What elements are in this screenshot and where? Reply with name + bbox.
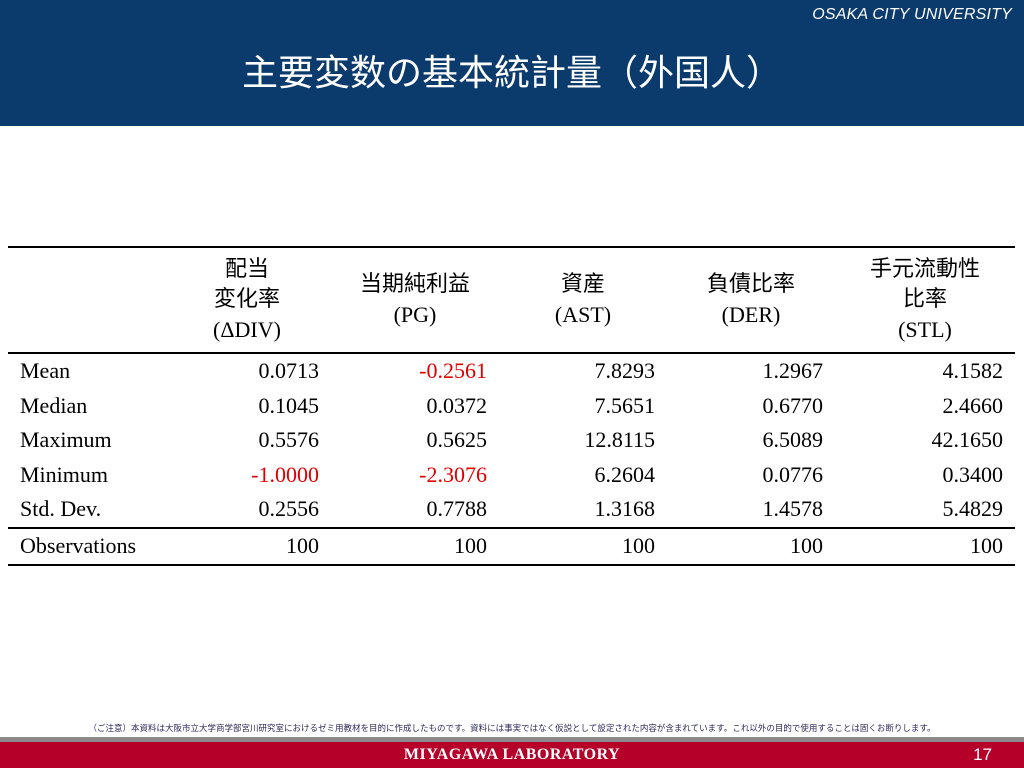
row-label: Std. Dev. xyxy=(20,496,102,522)
table-cell: 0.3400 xyxy=(942,461,1004,487)
column-header-jp: 配当 xyxy=(224,257,269,282)
column-header-jp: 手元流動性 xyxy=(869,257,980,282)
table-cell: 42.1650 xyxy=(931,427,1004,453)
slide-title: 主要変数の基本統計量（外国人） xyxy=(241,53,782,94)
page-number: 17 xyxy=(973,745,992,764)
table-row: Median 0.1045 0.0372 7.5651 0.6770 2.4660 xyxy=(8,389,1015,424)
row-label: Minimum xyxy=(20,461,109,487)
column-header-en: (DER) xyxy=(721,302,781,327)
table-cell: 100 xyxy=(835,526,1015,566)
column-header-jp: 負債比率 xyxy=(706,272,795,297)
column-header-en: (AST) xyxy=(554,302,612,327)
table-cell: 7.8293 xyxy=(594,358,656,383)
column-header-en: (ΔDIV) xyxy=(213,317,281,342)
table-cell: 0.5625 xyxy=(426,427,488,453)
table-cell: 7.5651 xyxy=(594,392,656,418)
statistics-table: 配当 変化率 (ΔDIV) 当期純利益 (PG) 資産 (AST) 負債比率 (… xyxy=(8,246,1015,566)
table-cell: 0.6770 xyxy=(762,392,824,418)
table-cell: 1.4578 xyxy=(762,496,824,522)
table-row: Std. Dev. 0.2556 0.7788 1.3168 1.4578 5.4829 xyxy=(8,492,1015,528)
table-cell: 6.5089 xyxy=(762,427,824,453)
column-header-jp: 資産 xyxy=(560,272,605,297)
column-header-jp-2: 変化率 xyxy=(213,287,280,312)
table-cell: 0.5576 xyxy=(258,427,320,453)
slide-footer: MIYAGAWA LABORATORY 17 xyxy=(0,742,1024,768)
table-cell: 0.1045 xyxy=(258,392,320,418)
table-cell: 100 xyxy=(667,526,835,566)
row-label: Mean xyxy=(20,358,71,383)
university-name: OSAKA CITY UNIVERSITY xyxy=(812,6,1012,23)
table-cell: 0.0713 xyxy=(258,358,320,383)
table-cell: -2.3076 xyxy=(419,461,487,487)
table-cell: -1.0000 xyxy=(251,461,319,487)
disclaimer-notice: （ご注意）本資料は大阪市立大学商学部宮川研究室におけるゼミ用教材を目的に作成した… xyxy=(88,724,936,734)
column-header-ast: 資産 (AST) xyxy=(499,246,667,354)
table-cell: 100 xyxy=(331,526,499,566)
table-cell: 12.8115 xyxy=(584,427,655,453)
table-cell: 100 xyxy=(499,526,667,566)
table-row: Minimum -1.0000 -2.3076 6.2604 0.0776 0.3400 xyxy=(8,458,1015,493)
slide-header: OSAKA CITY UNIVERSITY 主要変数の基本統計量（外国人） xyxy=(0,0,1024,126)
table-cell: 6.2604 xyxy=(594,461,656,487)
laboratory-name: MIYAGAWA LABORATORY xyxy=(403,746,621,763)
table-cell: 2.4660 xyxy=(942,392,1004,418)
table-cell: 4.1582 xyxy=(942,358,1004,383)
row-label: Median xyxy=(20,392,88,418)
row-label: Observations xyxy=(8,526,163,566)
table-cell: 0.0776 xyxy=(762,461,824,487)
column-header-en: (STL) xyxy=(898,317,952,342)
column-header-div: 配当 変化率 (ΔDIV) xyxy=(163,246,331,354)
table-cell: 1.3168 xyxy=(594,496,656,522)
column-header-jp: 当期純利益 xyxy=(359,272,470,297)
column-header-jp-2: 比率 xyxy=(902,287,947,312)
table-cell: 1.2967 xyxy=(762,358,824,383)
table-cell: 100 xyxy=(163,526,331,566)
table-row: Maximum 0.5576 0.5625 12.8115 6.5089 42.1650 xyxy=(8,423,1015,458)
table-row: Mean 0.0713 -0.2561 7.8293 1.2967 4.1582 xyxy=(8,353,1015,389)
table-header-row: 配当 変化率 (ΔDIV) 当期純利益 (PG) 資産 (AST) 負債比率 (… xyxy=(8,246,1015,354)
column-header-en: (PG) xyxy=(393,302,437,327)
table-cell: 0.2556 xyxy=(258,496,320,522)
table-cell: -0.2561 xyxy=(419,358,487,383)
footer-divider xyxy=(0,737,1024,742)
table-cell: 0.7788 xyxy=(426,496,488,522)
table-cell: 0.0372 xyxy=(426,392,488,418)
column-header-der: 負債比率 (DER) xyxy=(667,246,835,354)
column-header-stl: 手元流動性 比率 (STL) xyxy=(835,246,1015,354)
table-cell: 5.4829 xyxy=(942,496,1004,522)
header-corner xyxy=(8,246,163,354)
column-header-pg: 当期純利益 (PG) xyxy=(331,246,499,354)
table-row: Observations 100 100 100 100 100 xyxy=(8,526,1015,566)
row-label: Maximum xyxy=(20,427,112,453)
